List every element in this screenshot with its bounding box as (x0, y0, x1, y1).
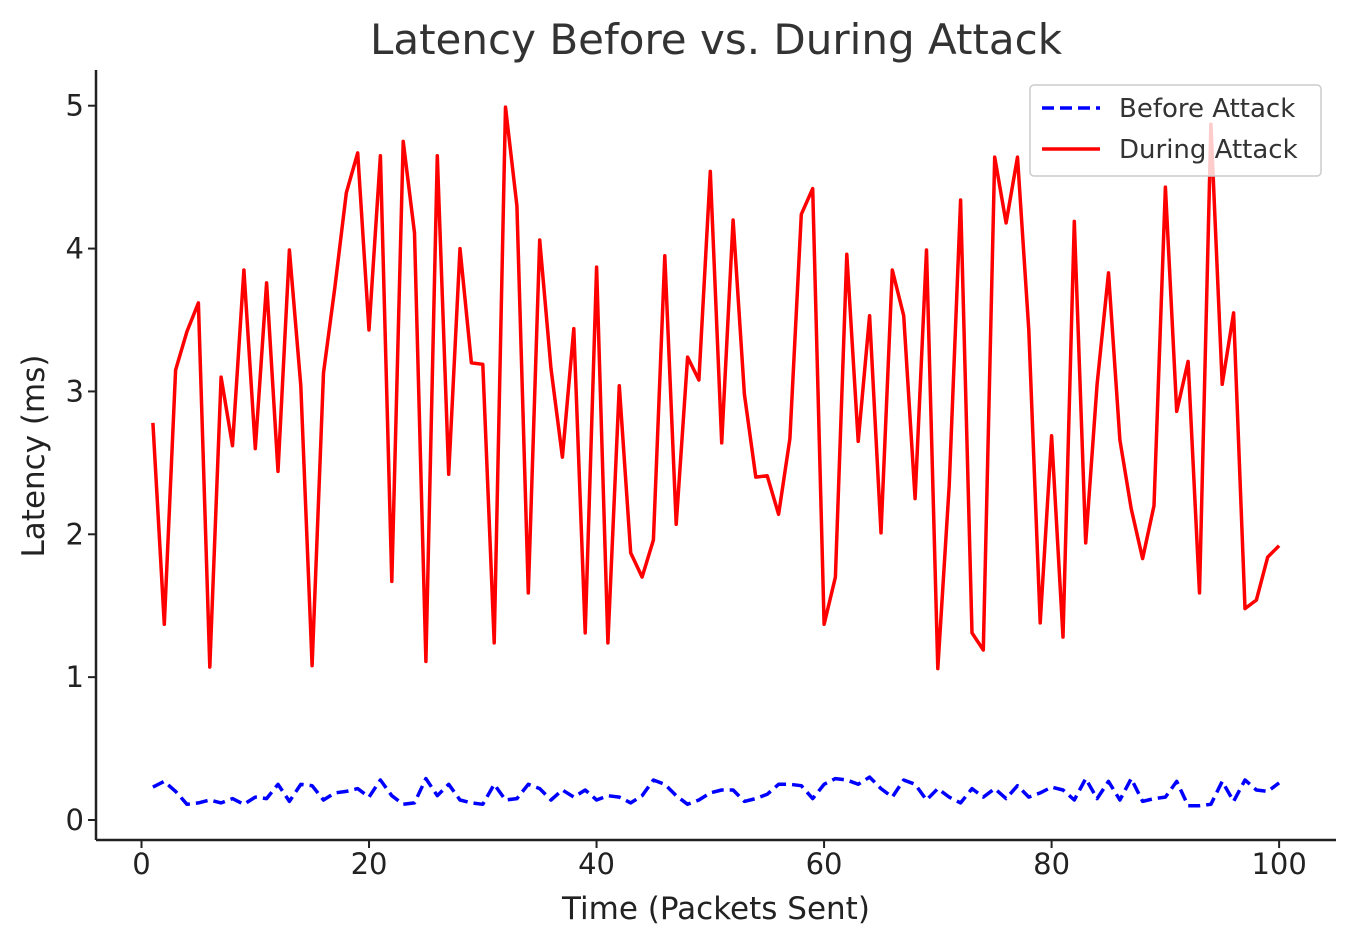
x-ticks: 0 20 40 60 80 100 (132, 840, 1307, 881)
y-tick-label: 1 (66, 660, 84, 694)
x-tick-label: 80 (1033, 847, 1070, 881)
x-tick-label: 0 (132, 847, 150, 881)
series-line-during-attack (151, 105, 1281, 671)
y-tick-label: 2 (66, 517, 84, 551)
x-tick-label: 20 (351, 847, 388, 881)
series-line-before-attack (152, 775, 1281, 808)
legend-label-before-attack: Before Attack (1119, 94, 1295, 124)
x-tick-label: 60 (806, 847, 843, 881)
legend: Before Attack During Attack (1029, 84, 1322, 177)
x-axis-label: Time (Packets Sent) (561, 891, 870, 927)
y-tick-label: 0 (66, 803, 84, 837)
legend-label-during-attack: During Attack (1119, 135, 1298, 165)
y-tick-label: 3 (66, 374, 84, 408)
y-axis-label: Latency (ms) (16, 355, 52, 558)
y-ticks: 0 1 2 3 4 5 (66, 89, 96, 837)
x-tick-label: 100 (1251, 847, 1306, 881)
legend-frame (1029, 84, 1322, 177)
chart-title: Latency Before vs. During Attack (370, 15, 1063, 64)
y-tick-label: 5 (66, 89, 84, 123)
plot-area (151, 105, 1281, 808)
x-tick-label: 40 (578, 847, 615, 881)
y-tick-label: 4 (66, 232, 84, 266)
